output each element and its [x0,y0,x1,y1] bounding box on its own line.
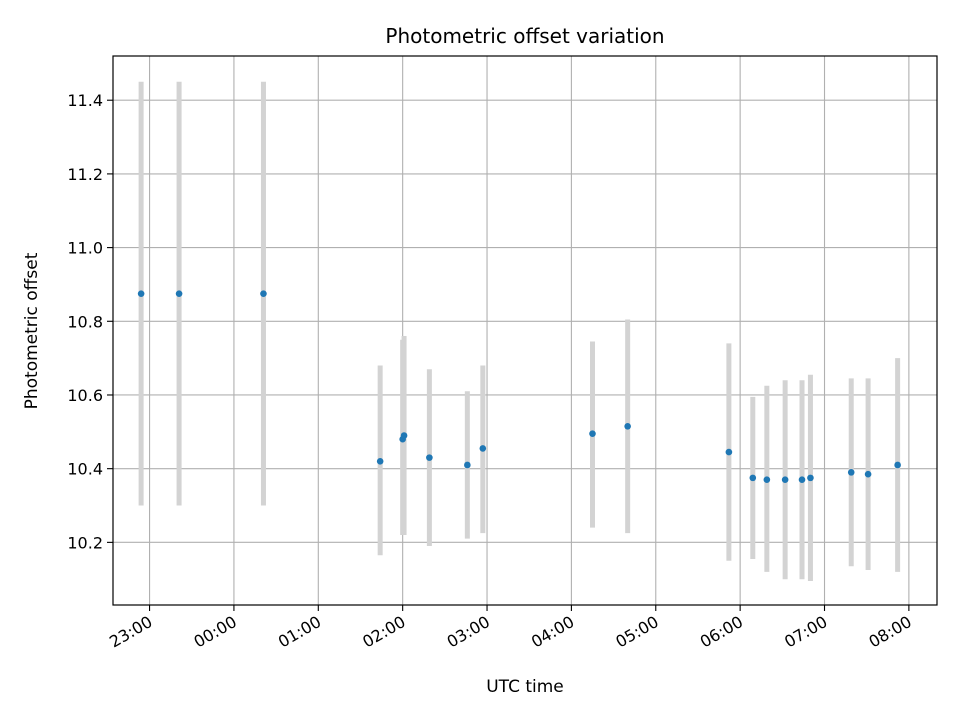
y-tick-label: 10.4 [67,460,103,479]
data-point [847,469,855,476]
plot-area-frame [112,55,938,606]
chart-title: Photometric offset variation [385,24,664,48]
data-points [137,290,901,484]
data-point [589,430,596,437]
y-tick-label: 10.8 [67,312,103,331]
y-tick-label: 11.2 [67,165,103,184]
data-point [763,476,771,484]
data-point [376,458,384,465]
data-point [260,290,267,297]
data-point [400,432,408,439]
data-point [894,461,901,469]
data-point [749,474,757,482]
data-point [137,290,145,297]
data-point [864,470,872,478]
y-axis-title: Photometric offset [22,252,42,409]
y-tick-label: 10.6 [67,386,103,405]
data-point [624,422,631,430]
y-tick-label: 11.4 [67,91,103,110]
data-point [781,476,789,484]
y-tick-label: 11.0 [67,239,103,258]
data-point [175,290,183,297]
x-axis-title: UTC time [486,677,564,697]
y-tick-label: 10.2 [67,533,103,552]
data-point [807,474,814,482]
data-point [798,476,806,484]
data-point [725,448,733,456]
data-point [479,445,487,452]
data-point [426,454,433,461]
data-point [464,461,471,469]
y-axis: 10.2 10.4 10.6 10.8 11.0 11.2 11.4 [67,91,113,552]
